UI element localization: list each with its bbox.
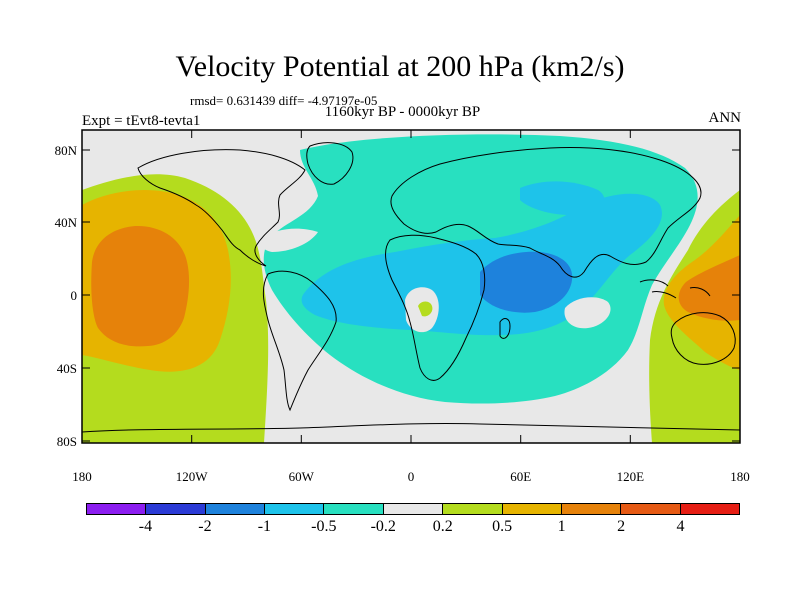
lat-label: 40S xyxy=(57,361,77,376)
lat-label: 80N xyxy=(55,143,78,158)
maritime-continent-outline xyxy=(639,279,711,299)
color-legend-swatch xyxy=(561,504,622,514)
australia-outline xyxy=(670,312,736,365)
tick-marks xyxy=(81,130,741,443)
season-label: ANN xyxy=(708,110,742,126)
color-legend-swatch xyxy=(383,504,444,514)
color-legend-label: 1 xyxy=(557,518,566,535)
color-legend-swatch xyxy=(146,504,206,514)
north-america-outline xyxy=(137,149,306,267)
negative-mid-region xyxy=(301,193,662,336)
lon-label: 60W xyxy=(289,469,315,484)
stats-line: rmsd= 0.631439 diff= -4.97197e-05 xyxy=(190,93,378,108)
color-legend-swatch xyxy=(324,504,384,514)
color-legend-label: 0.2 xyxy=(432,518,453,535)
europe-asia-outline xyxy=(390,147,702,278)
color-legend-bar xyxy=(86,503,740,515)
lon-label: 0 xyxy=(408,469,415,484)
negative-high-region xyxy=(480,251,573,313)
color-legend-swatch xyxy=(265,504,325,514)
color-legend-swatch xyxy=(502,504,562,514)
color-legend-swatch xyxy=(87,504,147,514)
lat-label: 40N xyxy=(55,215,78,230)
pacific-positive-high-region xyxy=(91,225,190,347)
color-legend-swatch xyxy=(205,504,266,514)
south-america-outline xyxy=(262,270,337,412)
lon-label: 60E xyxy=(510,469,531,484)
lon-label: 120E xyxy=(617,469,645,484)
contour-field xyxy=(82,130,740,443)
africa-outline xyxy=(385,234,486,381)
longitude-labels: 180 120W 60W 0 60E 120E 180 xyxy=(72,469,750,484)
latitude-labels: 80N 40N 0 40S 80S xyxy=(55,143,78,449)
positive-spot-south-america xyxy=(418,301,433,317)
color-legend-label: -1 xyxy=(257,518,272,535)
lon-label: 180 xyxy=(72,469,92,484)
color-legend-label: 0.5 xyxy=(492,518,513,535)
lat-label: 0 xyxy=(71,288,78,303)
period-label: 1160kyr BP - 0000kyr BP xyxy=(324,104,481,120)
color-legend-label: -0.2 xyxy=(370,518,396,535)
color-legend-label: -4 xyxy=(138,518,153,535)
map-title: Velocity Potential at 200 hPa (km2/s) xyxy=(175,50,625,83)
experiment-label: Expt = tEvt8-tevta1 xyxy=(82,113,201,129)
neutral-hole-indian-ocean xyxy=(564,297,611,329)
color-legend-label: -0.5 xyxy=(311,518,337,535)
color-legend-swatch xyxy=(443,504,503,514)
lon-label: 120W xyxy=(176,469,209,484)
lat-label: 80S xyxy=(57,434,77,449)
madagascar-outline xyxy=(499,318,511,339)
greenland-outline xyxy=(306,142,354,185)
color-legend-swatch xyxy=(621,504,681,514)
color-legend-label: -2 xyxy=(198,518,212,535)
antarctica-outline xyxy=(82,422,740,433)
color-legend-swatch xyxy=(680,504,739,514)
color-legend-label: 2 xyxy=(617,518,626,535)
coastlines xyxy=(82,142,740,433)
lon-label: 180 xyxy=(730,469,750,484)
negative-mid-north-region xyxy=(520,181,605,216)
neutral-hole-mediterranean xyxy=(260,228,318,252)
pacific-east-positive-high-region xyxy=(678,255,740,321)
color-legend-label: 4 xyxy=(676,518,685,535)
